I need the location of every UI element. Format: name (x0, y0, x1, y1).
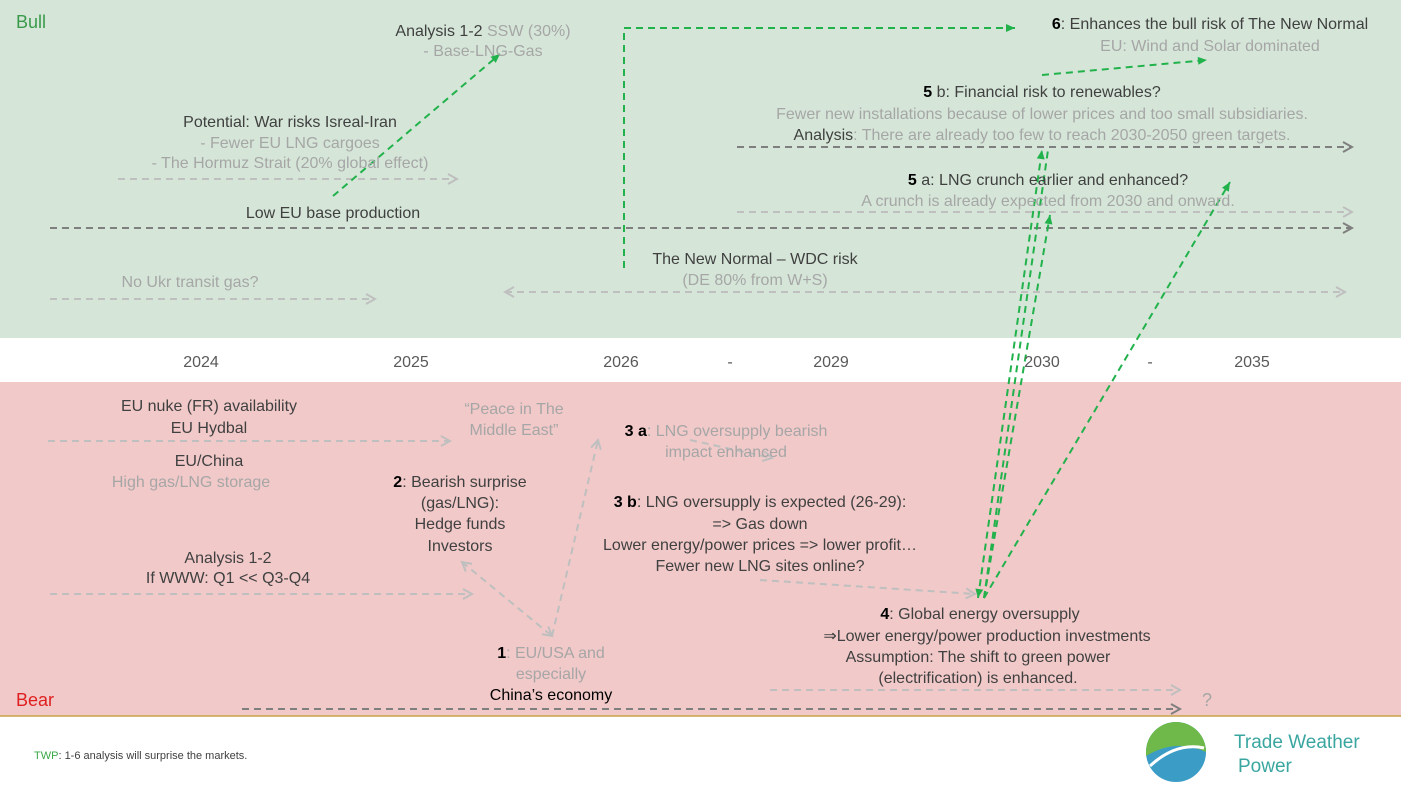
line: (gas/LNG): (421, 495, 499, 512)
logo-text: Trade Weather (1234, 732, 1360, 753)
line: 3 b: LNG oversupply is expected (26-29): (614, 494, 907, 511)
bear-label: Bear (16, 690, 54, 710)
line: China’s economy (490, 687, 612, 704)
question: ? (1202, 690, 1212, 710)
line: A crunch is already expected from 2030 a… (861, 193, 1235, 210)
line: High gas/LNG storage (112, 474, 270, 491)
rest: : LNG oversupply bearish (647, 423, 828, 440)
rest: : Bearish surprise (402, 474, 527, 491)
line: (electrification) is enhanced. (878, 670, 1077, 687)
line: => Gas down (712, 516, 807, 533)
line: The New Normal – WDC risk (652, 251, 858, 268)
line: EU Hydbal (171, 420, 247, 437)
timeline-label: 2029 (813, 354, 849, 371)
num: 5 (923, 84, 932, 101)
lead: TWP (34, 750, 58, 762)
line: Lower energy/power prices => lower profi… (603, 537, 917, 554)
line: 3 a: LNG oversupply bearish (625, 423, 828, 440)
line: “Peace in The (464, 401, 563, 418)
lead: Analysis (794, 127, 854, 144)
lead: Analysis 1-2 (395, 23, 482, 40)
line: Analysis: There are already too few to r… (794, 127, 1291, 144)
arrows (48, 24, 1352, 709)
timeline: 2024 2025 2026 - 2029 2030 - 2035 (183, 354, 1270, 371)
logo-text: Power (1238, 756, 1293, 777)
line: ⇒Lower energy/power production investmen… (823, 628, 1150, 645)
ssw: Analysis 1-2 SSW (30%) (395, 23, 570, 40)
rest: SSW (30%) (483, 23, 571, 40)
footer-note: TWP: 1-6 analysis will surprise the mark… (34, 750, 247, 762)
line: Investors (428, 538, 493, 555)
line: 1: EU/USA and (497, 645, 605, 662)
rest: : Enhances the bull risk of The New Norm… (1061, 16, 1368, 33)
line: If WWW: Q1 << Q3-Q4 (146, 570, 310, 587)
line: (DE 80% from W+S) (682, 272, 827, 289)
line: impact enhanced (665, 444, 787, 461)
line: Fewer new installations because of lower… (776, 106, 1308, 123)
bear-zone (0, 382, 1401, 716)
line: No Ukr transit gas? (122, 274, 259, 291)
line: - Fewer EU LNG cargoes (200, 135, 380, 152)
line: 6: Enhances the bull risk of The New Nor… (1052, 16, 1368, 33)
rest: : EU/USA and (506, 645, 605, 662)
timeline-label: 2024 (183, 354, 219, 371)
num: 3 b (614, 494, 637, 511)
line: 5 a: LNG crunch earlier and enhanced? (908, 172, 1188, 189)
num: 6 (1052, 16, 1061, 33)
lead: Assumption (846, 649, 930, 666)
num: 3 a (625, 423, 647, 440)
line: Hedge funds (415, 516, 506, 533)
rest: : Global energy oversupply (889, 606, 1079, 623)
num: 1 (497, 645, 506, 662)
bull-zone (0, 0, 1401, 338)
line: EU: Wind and Solar dominated (1100, 38, 1320, 55)
rest: : 1-6 analysis will surprise the markets… (58, 750, 247, 762)
rest: : There are already too few to reach 203… (853, 127, 1290, 144)
line: Middle East” (470, 422, 559, 439)
line: Fewer new LNG sites online? (656, 558, 865, 575)
bull-label: Bull (16, 12, 46, 32)
timeline-label: 2025 (393, 354, 429, 371)
bull-notes: Analysis 1-2 SSW (30%) - Base-LNG-Gas Po… (122, 16, 1369, 291)
line: especially (516, 666, 586, 683)
line: 5 b: Financial risk to renewables? (923, 84, 1161, 101)
bear-notes: EU nuke (FR) availability EU Hydbal EU/C… (112, 398, 1212, 710)
rest: b: Financial risk to renewables? (932, 84, 1161, 101)
num: 2 (393, 474, 402, 491)
line: - Base-LNG-Gas (423, 43, 542, 60)
line: 2: Bearish surprise (393, 474, 527, 491)
line: 4: Global energy oversupply (880, 606, 1079, 623)
logo: Trade Weather Power (1146, 722, 1360, 782)
line: EU/China (175, 453, 244, 470)
line: Low EU base production (246, 205, 420, 222)
timeline-label: 2026 (603, 354, 639, 371)
timeline-label: - (727, 354, 732, 371)
rest: : The shift to green power (929, 649, 1111, 666)
timeline-label: 2030 (1024, 354, 1060, 371)
num: 5 (908, 172, 917, 189)
rest: a: LNG crunch earlier and enhanced? (917, 172, 1188, 189)
timeline-label: - (1147, 354, 1152, 371)
line: EU nuke (FR) availability (121, 398, 297, 415)
timeline-label: 2035 (1234, 354, 1270, 371)
line: - The Hormuz Strait (20% global effect) (152, 155, 429, 172)
line: Potential: War risks Isreal-Iran (183, 114, 397, 131)
num: 4 (880, 606, 889, 623)
line: Assumption: The shift to green power (846, 649, 1111, 666)
line: Analysis 1-2 (184, 550, 271, 567)
rest: : LNG oversupply is expected (26-29): (637, 494, 906, 511)
